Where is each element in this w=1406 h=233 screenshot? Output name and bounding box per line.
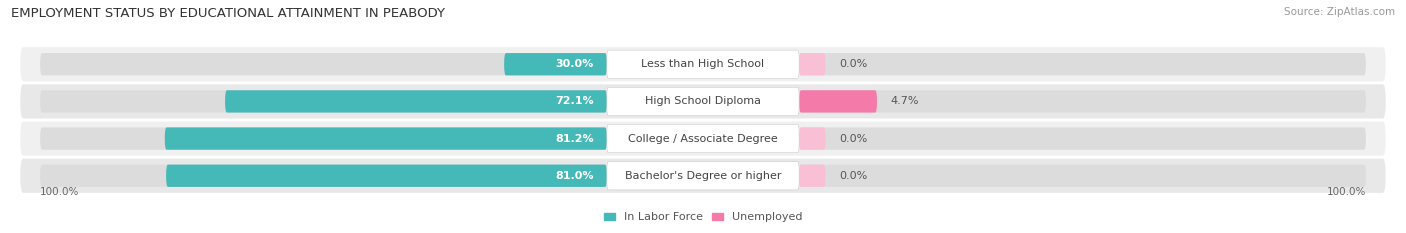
FancyBboxPatch shape	[20, 121, 1386, 156]
Text: Less than High School: Less than High School	[641, 59, 765, 69]
FancyBboxPatch shape	[20, 47, 1386, 81]
FancyBboxPatch shape	[41, 164, 607, 187]
Legend: In Labor Force, Unemployed: In Labor Force, Unemployed	[599, 208, 807, 227]
FancyBboxPatch shape	[607, 124, 799, 153]
FancyBboxPatch shape	[166, 164, 607, 187]
Text: 72.1%: 72.1%	[555, 96, 593, 106]
FancyBboxPatch shape	[799, 53, 1365, 75]
Text: Source: ZipAtlas.com: Source: ZipAtlas.com	[1284, 7, 1395, 17]
FancyBboxPatch shape	[607, 87, 799, 116]
FancyBboxPatch shape	[225, 90, 607, 113]
FancyBboxPatch shape	[41, 53, 607, 75]
Text: 81.0%: 81.0%	[555, 171, 593, 181]
Text: 0.0%: 0.0%	[839, 171, 868, 181]
FancyBboxPatch shape	[799, 90, 877, 113]
Text: 0.0%: 0.0%	[839, 134, 868, 144]
FancyBboxPatch shape	[505, 53, 607, 75]
Text: 30.0%: 30.0%	[555, 59, 593, 69]
Text: College / Associate Degree: College / Associate Degree	[628, 134, 778, 144]
Text: EMPLOYMENT STATUS BY EDUCATIONAL ATTAINMENT IN PEABODY: EMPLOYMENT STATUS BY EDUCATIONAL ATTAINM…	[11, 7, 446, 20]
FancyBboxPatch shape	[607, 162, 799, 190]
FancyBboxPatch shape	[799, 127, 825, 150]
FancyBboxPatch shape	[41, 127, 607, 150]
FancyBboxPatch shape	[20, 159, 1386, 193]
Text: High School Diploma: High School Diploma	[645, 96, 761, 106]
Text: 81.2%: 81.2%	[555, 134, 593, 144]
Text: 0.0%: 0.0%	[839, 59, 868, 69]
FancyBboxPatch shape	[799, 127, 1365, 150]
Text: 100.0%: 100.0%	[1326, 187, 1365, 197]
Text: 100.0%: 100.0%	[41, 187, 80, 197]
FancyBboxPatch shape	[607, 50, 799, 78]
FancyBboxPatch shape	[799, 53, 825, 75]
FancyBboxPatch shape	[41, 90, 607, 113]
FancyBboxPatch shape	[165, 127, 607, 150]
FancyBboxPatch shape	[799, 90, 1365, 113]
FancyBboxPatch shape	[799, 164, 825, 187]
Text: 4.7%: 4.7%	[890, 96, 918, 106]
FancyBboxPatch shape	[799, 164, 1365, 187]
FancyBboxPatch shape	[20, 84, 1386, 119]
Text: Bachelor's Degree or higher: Bachelor's Degree or higher	[624, 171, 782, 181]
